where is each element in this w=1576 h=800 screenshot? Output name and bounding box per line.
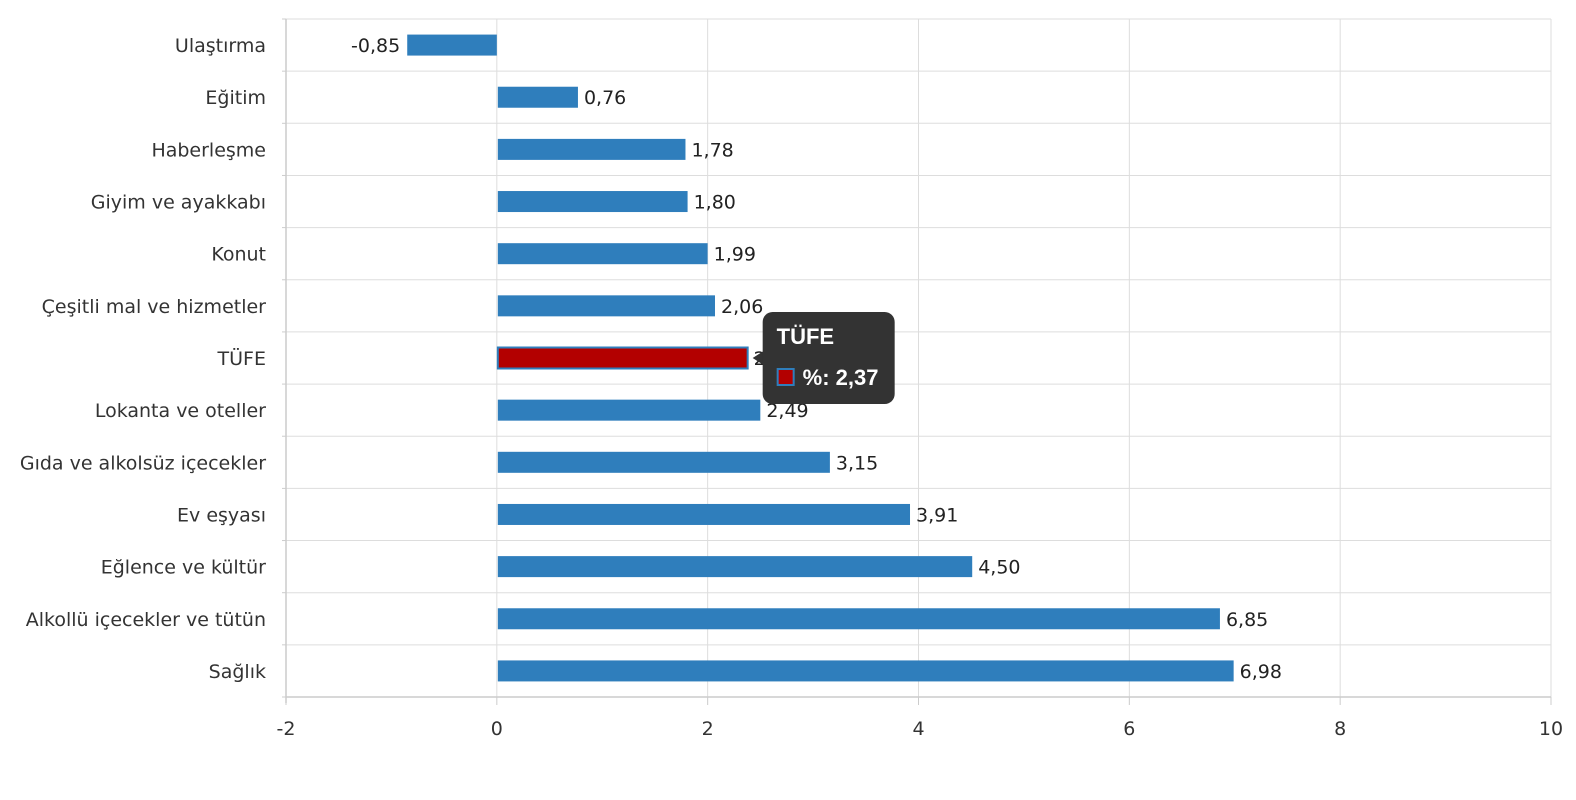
value-label: 1,78 (691, 139, 733, 161)
value-label: -0,85 (351, 35, 400, 57)
x-tick-label: 10 (1539, 718, 1563, 740)
category-label: Haberleşme (151, 139, 266, 161)
category-label: Çeşitli mal ve hizmetler (42, 296, 267, 318)
value-label: 0,76 (584, 87, 626, 109)
bar[interactable] (407, 34, 497, 56)
category-label: Ev eşyası (177, 504, 266, 526)
category-label: Giyim ve ayakkabı (91, 192, 266, 214)
bar[interactable] (497, 503, 911, 525)
bar[interactable] (497, 451, 830, 473)
value-label: 2,06 (721, 296, 763, 318)
category-label: Gıda ve alkolsüz içecekler (20, 452, 266, 474)
x-tick-label: 8 (1334, 718, 1346, 740)
tooltip-pointer (752, 351, 764, 365)
value-label: 2,49 (766, 400, 808, 422)
bar[interactable] (497, 138, 686, 160)
category-label: Eğlence ve kültür (101, 557, 266, 579)
tooltip-title: TÜFE (777, 324, 834, 349)
value-label: 1,80 (694, 192, 736, 214)
category-label: Sağlık (209, 661, 266, 683)
category-label: Lokanta ve oteller (95, 400, 266, 422)
value-label: 3,15 (836, 452, 878, 474)
bar[interactable] (497, 86, 578, 108)
category-label: Alkollü içecekler ve tütün (26, 609, 266, 631)
bar[interactable] (497, 608, 1220, 630)
tooltip-value: %: 2,37 (803, 365, 879, 390)
tooltip: TÜFE %: 2,37 (752, 312, 895, 404)
category-label: Ulaştırma (175, 35, 266, 57)
grid (282, 18, 1552, 705)
bar-highlighted[interactable] (496, 346, 749, 370)
x-tick-label: -2 (277, 718, 296, 740)
x-tick-label: 4 (912, 718, 924, 740)
value-label: 6,85 (1226, 609, 1268, 631)
value-label: 6,98 (1240, 661, 1282, 683)
category-labels: Ulaştırma Eğitim Haberleşme Giyim ve ayakka… (20, 35, 266, 683)
bars (407, 34, 1234, 682)
x-tick-label: 0 (491, 718, 503, 740)
value-label: 4,50 (978, 557, 1020, 579)
tooltip-box (762, 312, 895, 404)
bar[interactable] (497, 556, 973, 578)
tooltip-legend-swatch (776, 368, 795, 386)
x-tick-label: 2 (702, 718, 714, 740)
category-label: TÜFE (217, 347, 266, 370)
bar[interactable] (497, 243, 708, 265)
bar[interactable] (497, 660, 1234, 682)
category-label: Eğitim (205, 87, 266, 109)
x-tick-label: 6 (1123, 718, 1135, 740)
x-axis-tick-labels: -2 0 2 4 6 8 10 (277, 718, 1564, 740)
value-label: 3,91 (916, 504, 958, 526)
bar[interactable] (497, 295, 715, 317)
bar[interactable] (497, 191, 688, 213)
category-label: Konut (211, 244, 266, 266)
value-labels: -0,850,761,781,801,992,062,372,493,153,9… (351, 35, 1282, 683)
bar[interactable] (497, 399, 761, 421)
value-label: 1,99 (714, 244, 756, 266)
